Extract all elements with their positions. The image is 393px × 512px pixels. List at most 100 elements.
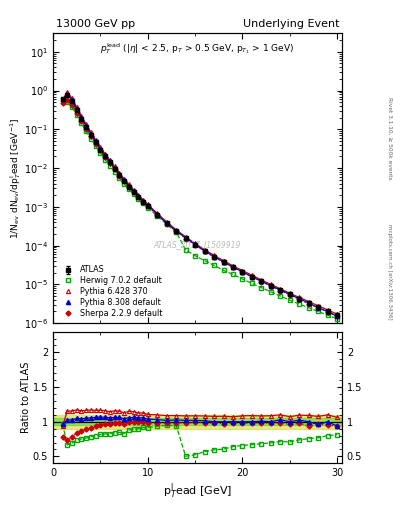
Text: $p_T^\mathsf{lead}$ (|$\eta$| < 2.5, p$_T$ > 0.5 GeV, p$_{T_1}$ > 1 GeV): $p_T^\mathsf{lead}$ (|$\eta$| < 2.5, p$_…: [100, 40, 295, 55]
Herwig 7.0.2 default: [60, 96, 65, 102]
Pythia 6.428 370: [307, 298, 311, 305]
Pythia 8.308 default: [212, 253, 217, 260]
Sherpa 2.2.9 default: [112, 166, 117, 173]
Herwig 7.0.2 default: [98, 150, 103, 156]
Bar: [53, 418, 342, 425]
Herwig 7.0.2 default: [164, 221, 169, 227]
Sherpa 2.2.9 default: [93, 140, 98, 146]
Pythia 6.428 370: [136, 192, 141, 198]
Sherpa 2.2.9 default: [84, 126, 88, 132]
Pythia 6.428 370: [240, 267, 245, 273]
Pythia 6.428 370: [250, 272, 254, 279]
Legend: ATLAS, Herwig 7.0.2 default, Pythia 6.428 370, Pythia 8.308 default, Sherpa 2.2.: ATLAS, Herwig 7.0.2 default, Pythia 6.42…: [57, 264, 163, 319]
Pythia 6.428 370: [221, 258, 226, 264]
Herwig 7.0.2 default: [287, 297, 292, 303]
Line: Herwig 7.0.2 default: Herwig 7.0.2 default: [61, 97, 339, 321]
Pythia 6.428 370: [268, 281, 273, 287]
Pythia 8.308 default: [98, 145, 103, 152]
Pythia 8.308 default: [103, 152, 108, 158]
Pythia 6.428 370: [131, 187, 136, 193]
Pythia 8.308 default: [250, 273, 254, 280]
Sherpa 2.2.9 default: [325, 309, 330, 315]
Herwig 7.0.2 default: [155, 213, 160, 219]
Sherpa 2.2.9 default: [250, 274, 254, 280]
Sherpa 2.2.9 default: [117, 173, 122, 179]
Pythia 6.428 370: [259, 277, 264, 283]
Pythia 8.308 default: [70, 97, 74, 103]
Pythia 6.428 370: [98, 144, 103, 150]
Herwig 7.0.2 default: [84, 129, 88, 135]
Pythia 8.308 default: [127, 183, 131, 189]
Pythia 6.428 370: [212, 252, 217, 259]
Sherpa 2.2.9 default: [174, 228, 178, 234]
Herwig 7.0.2 default: [212, 262, 217, 268]
Sherpa 2.2.9 default: [88, 133, 93, 139]
Pythia 8.308 default: [93, 138, 98, 144]
Herwig 7.0.2 default: [259, 285, 264, 291]
Herwig 7.0.2 default: [70, 104, 74, 110]
Pythia 8.308 default: [240, 269, 245, 275]
Sherpa 2.2.9 default: [164, 221, 169, 227]
Herwig 7.0.2 default: [221, 267, 226, 273]
Herwig 7.0.2 default: [268, 289, 273, 295]
Pythia 6.428 370: [141, 197, 145, 203]
Herwig 7.0.2 default: [93, 143, 98, 149]
Pythia 8.308 default: [108, 158, 112, 164]
Pythia 8.308 default: [297, 295, 302, 302]
Herwig 7.0.2 default: [79, 120, 84, 126]
Pythia 6.428 370: [183, 234, 188, 240]
Sherpa 2.2.9 default: [141, 199, 145, 205]
Pythia 6.428 370: [231, 263, 235, 269]
Text: mcplots.cern.ch [arXiv:1306.3436]: mcplots.cern.ch [arXiv:1306.3436]: [387, 224, 392, 319]
Pythia 8.308 default: [164, 220, 169, 226]
Pythia 8.308 default: [65, 91, 70, 97]
Pythia 8.308 default: [221, 259, 226, 265]
Herwig 7.0.2 default: [250, 281, 254, 287]
Herwig 7.0.2 default: [335, 316, 340, 322]
Sherpa 2.2.9 default: [221, 259, 226, 265]
Sherpa 2.2.9 default: [193, 242, 197, 248]
Bar: [53, 415, 342, 429]
Sherpa 2.2.9 default: [202, 248, 207, 254]
Herwig 7.0.2 default: [136, 196, 141, 202]
Sherpa 2.2.9 default: [316, 305, 321, 311]
Sherpa 2.2.9 default: [212, 254, 217, 260]
Sherpa 2.2.9 default: [79, 118, 84, 124]
Pythia 8.308 default: [112, 165, 117, 171]
Pythia 8.308 default: [259, 278, 264, 284]
Herwig 7.0.2 default: [193, 252, 197, 259]
Pythia 8.308 default: [84, 123, 88, 129]
Sherpa 2.2.9 default: [127, 184, 131, 190]
Sherpa 2.2.9 default: [297, 296, 302, 303]
Herwig 7.0.2 default: [307, 305, 311, 311]
Pythia 8.308 default: [278, 287, 283, 293]
Sherpa 2.2.9 default: [268, 283, 273, 289]
Herwig 7.0.2 default: [202, 258, 207, 264]
Sherpa 2.2.9 default: [70, 102, 74, 108]
Pythia 8.308 default: [325, 308, 330, 314]
Pythia 6.428 370: [297, 294, 302, 301]
Sherpa 2.2.9 default: [240, 269, 245, 275]
Sherpa 2.2.9 default: [136, 194, 141, 200]
Pythia 8.308 default: [155, 211, 160, 218]
Pythia 6.428 370: [127, 181, 131, 187]
Herwig 7.0.2 default: [103, 157, 108, 163]
Herwig 7.0.2 default: [127, 186, 131, 192]
Y-axis label: 1/N$_\mathsf{ev}$ dN$_\mathsf{ev}$/dp$_T^\mathsf{l}$ead [GeV$^{-1}$]: 1/N$_\mathsf{ev}$ dN$_\mathsf{ev}$/dp$_T…: [8, 117, 23, 239]
Pythia 8.308 default: [74, 106, 79, 112]
Pythia 6.428 370: [202, 247, 207, 253]
Pythia 6.428 370: [316, 303, 321, 309]
Sherpa 2.2.9 default: [287, 292, 292, 298]
Pythia 6.428 370: [93, 137, 98, 143]
Sherpa 2.2.9 default: [122, 178, 127, 184]
Sherpa 2.2.9 default: [155, 212, 160, 218]
Herwig 7.0.2 default: [145, 204, 150, 210]
Sherpa 2.2.9 default: [103, 154, 108, 160]
Pythia 6.428 370: [117, 170, 122, 176]
Pythia 8.308 default: [174, 228, 178, 234]
Herwig 7.0.2 default: [74, 112, 79, 118]
Pythia 8.308 default: [316, 305, 321, 311]
Sherpa 2.2.9 default: [231, 264, 235, 270]
Pythia 8.308 default: [268, 283, 273, 289]
Herwig 7.0.2 default: [122, 181, 127, 187]
